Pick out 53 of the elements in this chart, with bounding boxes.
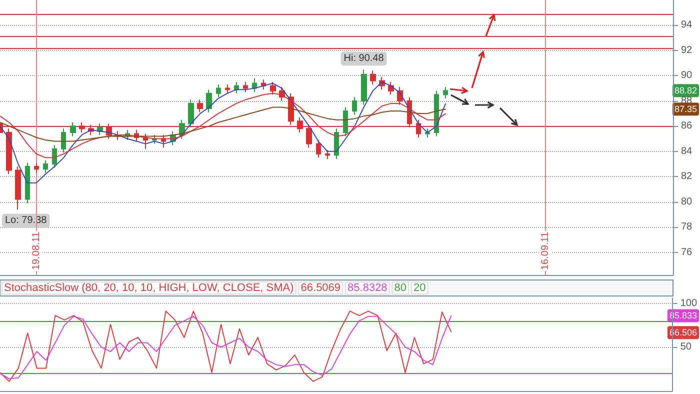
candlestick (25, 162, 30, 204)
candlestick (316, 140, 321, 158)
y-tick-label: 82 (681, 171, 693, 182)
y-tick-label: 78 (681, 222, 693, 233)
annotation: 87.35 (674, 104, 697, 114)
candlestick (188, 99, 194, 128)
ref-line-label: 20 (414, 282, 426, 294)
annotation: Lo: 79.38 (5, 215, 48, 226)
line-series (0, 81, 446, 184)
y-tick-label: 84 (681, 146, 693, 157)
y-tick-label: 50 (680, 342, 692, 353)
y-tick-label: 92 (681, 44, 693, 56)
candlestick (61, 128, 66, 154)
annotation: 85.833 (669, 310, 697, 321)
candlestick (343, 106, 348, 137)
chart-title: StochasticSlow (80, 20, 10, 10, HIGH, LOW, CLOSE, SMA) (4, 282, 294, 294)
candlestick (325, 150, 330, 160)
candlestick (216, 84, 221, 98)
candlestick (206, 89, 212, 113)
candlestick (97, 123, 103, 136)
x-tick-label: 16.09.11 (540, 231, 552, 270)
candlestick (234, 81, 239, 94)
y-tick-label: 94 (681, 20, 693, 31)
candlestick (443, 86, 448, 99)
candlestick (52, 144, 57, 168)
line-series (0, 106, 446, 142)
candlestick (197, 99, 203, 113)
candlestick (225, 84, 230, 94)
y-tick-label: 76 (681, 246, 693, 258)
candlestick (252, 78, 257, 93)
ref-line-label: 80 (394, 282, 407, 294)
y-tick-label: 100 (680, 298, 698, 309)
candlestick (361, 69, 367, 106)
series-label: 66.5069 (300, 282, 341, 294)
text: 85.8328 (348, 282, 388, 294)
y-tick-label: 86 (681, 120, 693, 132)
candlestick (15, 166, 21, 210)
candlestick (43, 160, 48, 174)
candlestick (70, 122, 76, 137)
candlestick (370, 70, 376, 86)
annotation: Hi: 90.48 (344, 53, 384, 64)
x-tick-label: 19.08.11 (30, 231, 42, 270)
candlestick (243, 81, 248, 93)
candlestick (352, 96, 357, 116)
y-tick-label: 80 (681, 196, 693, 208)
candlestick (161, 134, 166, 148)
candlestick (34, 162, 39, 174)
candlestick (143, 133, 148, 150)
candlestick (334, 128, 339, 160)
candlestick (425, 128, 430, 138)
annotation: 88.82 (674, 86, 697, 96)
y-tick-label: 90 (681, 70, 693, 82)
annotation: 66.506 (669, 328, 697, 338)
